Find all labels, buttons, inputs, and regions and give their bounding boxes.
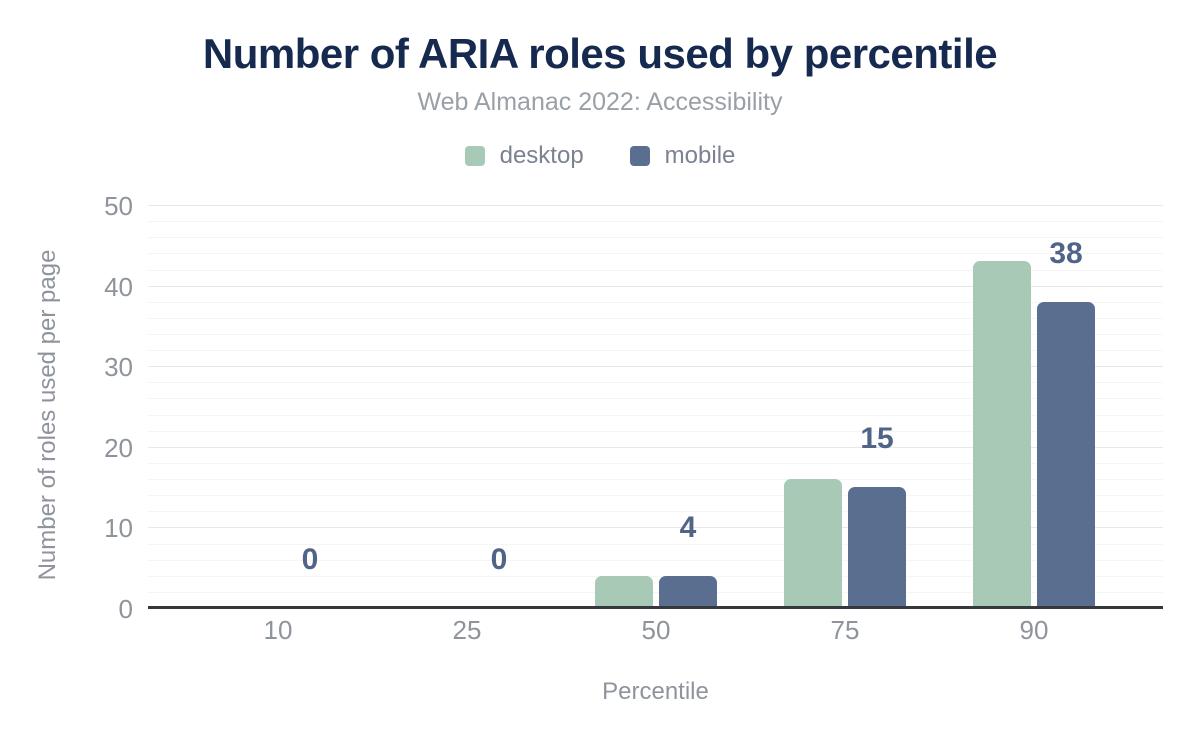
x-tick-50: 50 (641, 615, 671, 645)
x-tick-90: 90 (1019, 615, 1049, 645)
y-tick-0: 0 (118, 594, 133, 624)
x-axis-line (148, 606, 1163, 609)
minor-gridline (148, 334, 1163, 335)
data-label-p25: 0 (490, 543, 508, 576)
minor-gridline (148, 253, 1163, 255)
legend-label-desktop: desktop (499, 142, 584, 169)
major-gridline (148, 366, 1163, 368)
major-gridline (148, 527, 1163, 529)
bar-mobile-p90[interactable] (1037, 301, 1095, 608)
major-gridline (148, 285, 1163, 287)
x-tick-10: 10 (263, 615, 293, 645)
legend-item-desktop[interactable]: desktop (464, 142, 584, 170)
minor-gridline (148, 495, 1163, 497)
legend-label-mobile: mobile (664, 142, 736, 169)
minor-gridline (148, 575, 1163, 577)
data-label-p50: 4 (679, 510, 697, 544)
minor-gridline (148, 398, 1163, 400)
minor-gridline (148, 462, 1163, 464)
chart-subtitle: Web Almanac 2022: Accessibility (417, 88, 783, 116)
minor-gridline (148, 559, 1163, 561)
minor-gridline (148, 511, 1163, 513)
data-label-p75: 15 (860, 422, 894, 456)
minor-gridline (148, 221, 1163, 223)
y-tick-30: 30 (104, 352, 133, 383)
y-tick-10: 10 (104, 513, 133, 544)
minor-gridline (148, 430, 1163, 432)
bar-mobile-p50[interactable] (659, 575, 717, 608)
y-tick-50: 50 (104, 191, 133, 221)
data-label-p90: 38 (1049, 236, 1083, 270)
chart-title: Number of ARIA roles used by percentile (202, 30, 998, 77)
desktop-swatch-icon (464, 146, 485, 166)
y-tick-40: 40 (104, 271, 133, 302)
major-gridline (148, 446, 1163, 448)
minor-gridline (148, 237, 1163, 239)
bar-desktop-p50[interactable] (595, 575, 653, 608)
x-tick-25: 25 (452, 615, 482, 645)
minor-gridline (148, 543, 1163, 545)
minor-gridline (148, 479, 1163, 480)
minor-gridline (148, 317, 1163, 319)
mobile-swatch-icon (629, 146, 650, 166)
x-axis-title: Percentile (602, 678, 709, 705)
major-gridline (148, 205, 1163, 206)
x-tick-75: 75 (830, 615, 860, 645)
bar-mobile-p75[interactable] (848, 487, 906, 608)
minor-gridline (148, 269, 1163, 271)
minor-gridline (148, 414, 1163, 416)
legend-item-mobile[interactable]: mobile (629, 142, 736, 170)
minor-gridline (148, 350, 1163, 352)
minor-gridline (148, 382, 1163, 384)
bar-desktop-p90[interactable] (973, 261, 1031, 608)
minor-gridline (148, 301, 1163, 303)
legend: desktop mobile (0, 142, 1200, 170)
data-label-p10: 0 (301, 543, 319, 576)
minor-gridline (148, 591, 1163, 593)
y-tick-20: 20 (104, 432, 133, 463)
bar-desktop-p75[interactable] (784, 479, 842, 608)
